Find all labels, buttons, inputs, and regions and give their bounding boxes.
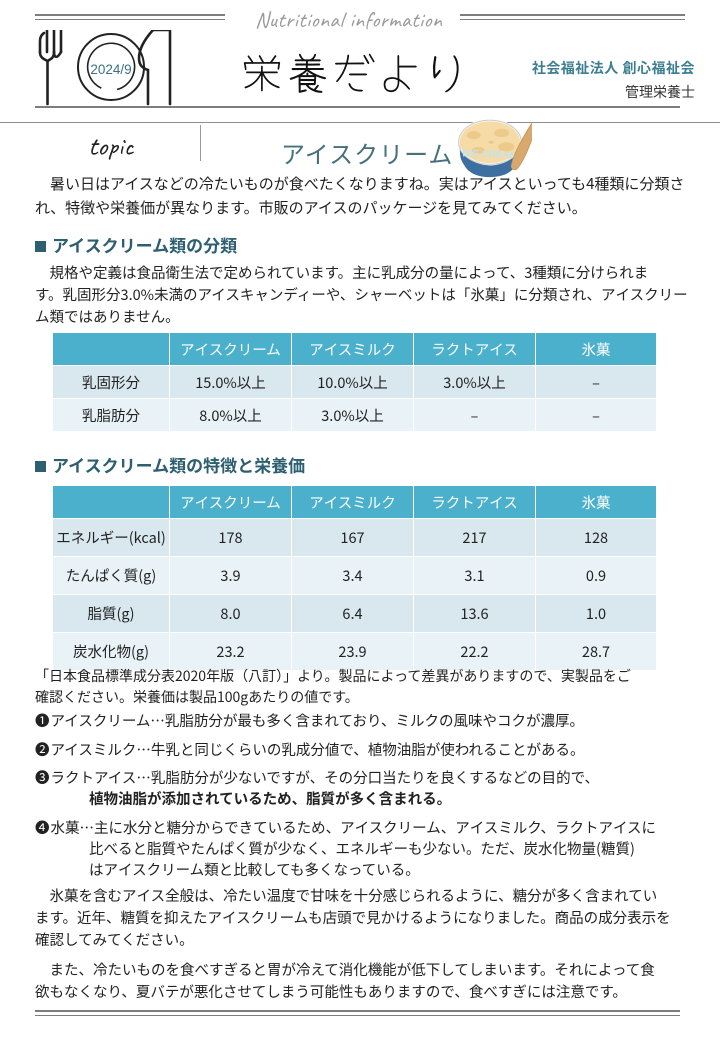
svg-text:ICE CREAM: ICE CREAM bbox=[462, 148, 518, 161]
svg-text:2024/9: 2024/9 bbox=[90, 62, 131, 77]
